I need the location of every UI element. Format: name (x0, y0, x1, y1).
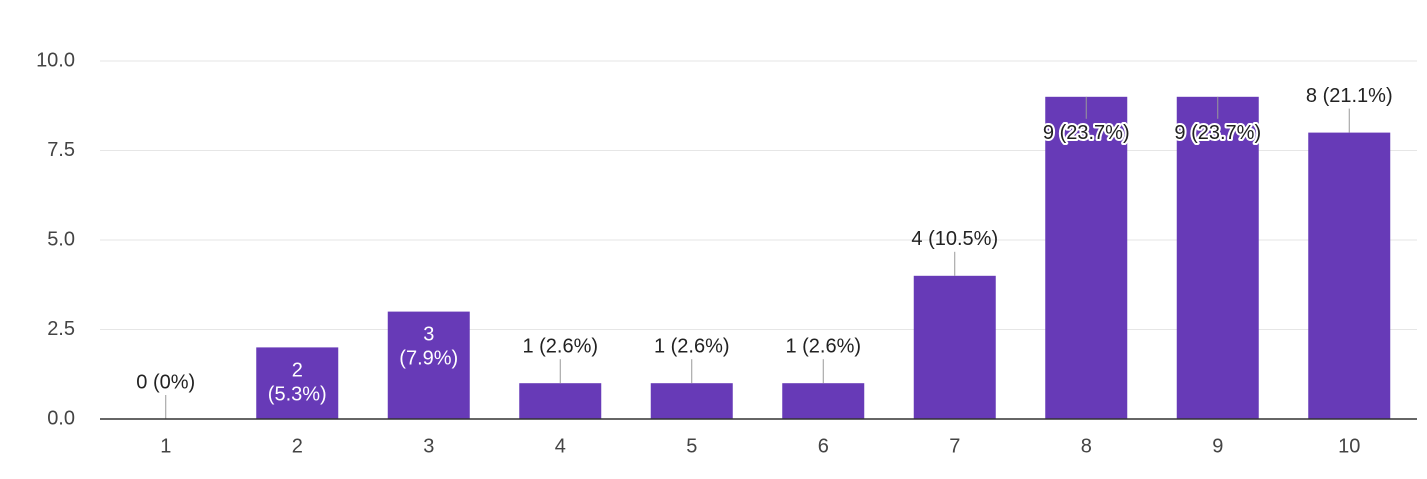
value-label: 1 (2.6%) (785, 335, 861, 357)
y-tick-label: 0.0 (47, 407, 75, 429)
bar (519, 383, 602, 419)
x-tick-label: 2 (292, 435, 303, 457)
value-label: 0 (0%) (136, 371, 195, 393)
bar (650, 383, 733, 419)
value-label: 4 (10.5%) (911, 228, 998, 250)
y-tick-label: 7.5 (47, 139, 75, 161)
bar (913, 275, 996, 419)
x-tick-label: 7 (949, 435, 960, 457)
bar (1045, 96, 1128, 420)
value-label: 1 (2.6%) (654, 335, 730, 357)
y-tick-label: 5.0 (47, 228, 75, 250)
value-label: 2 (5.3%) (268, 360, 327, 406)
x-tick-label: 9 (1212, 435, 1223, 457)
bar (1176, 96, 1259, 420)
value-label: 1 (2.6%) (522, 335, 598, 357)
bar (782, 383, 865, 419)
x-tick-label: 10 (1338, 435, 1360, 457)
y-tick-label: 2.5 (47, 318, 75, 340)
bar (256, 347, 339, 419)
x-tick-label: 4 (555, 435, 566, 457)
x-tick-label: 1 (160, 435, 171, 457)
y-tick-label: 10.0 (36, 49, 75, 71)
value-label: 9 (23.7%) (1043, 122, 1130, 144)
x-tick-label: 5 (686, 435, 697, 457)
bar (387, 311, 470, 419)
value-label: 8 (21.1%) (1306, 85, 1393, 107)
bar (1308, 132, 1391, 419)
value-label: 3 (7.9%) (399, 324, 458, 370)
x-tick-label: 3 (423, 435, 434, 457)
x-tick-label: 8 (1081, 435, 1092, 457)
x-tick-label: 6 (818, 435, 829, 457)
value-label: 9 (23.7%) (1174, 122, 1261, 144)
